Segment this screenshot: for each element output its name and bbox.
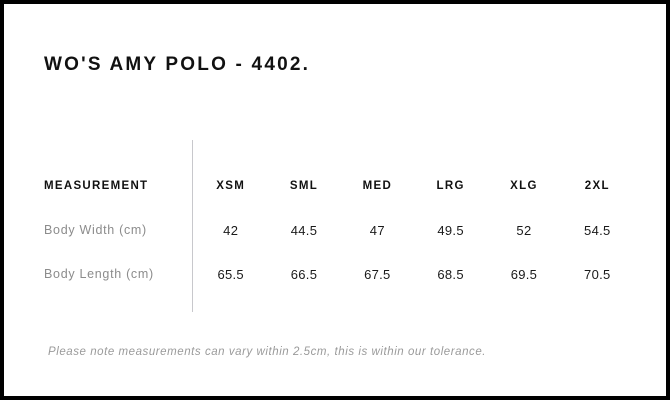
table-header-row: MEASUREMENT XSM SML MED LRG XLG 2XL <box>44 164 634 208</box>
table-row: Body Length (cm) 65.5 66.5 67.5 68.5 69.… <box>44 252 634 296</box>
row-label-body-length: Body Length (cm) <box>44 267 154 281</box>
cell-body-length-xlg: 69.5 <box>510 266 538 282</box>
cell-body-width-med: 47 <box>369 222 385 238</box>
size-chart-table: MEASUREMENT XSM SML MED LRG XLG 2XL Body… <box>44 164 634 296</box>
table-body: Body Width (cm) 42 44.5 47 49.5 52 54.5 … <box>44 208 634 296</box>
column-header-med: MED <box>362 180 393 192</box>
cell-body-length-lrg: 68.5 <box>437 266 464 282</box>
cell-body-width-xlg: 52 <box>516 222 532 238</box>
cell-body-length-xsm: 65.5 <box>217 266 244 282</box>
cell-body-length-med: 67.5 <box>364 266 391 282</box>
page-title: WO'S AMY POLO - 4402. <box>44 54 311 75</box>
tolerance-note: Please note measurements can vary within… <box>48 346 487 358</box>
cell-body-width-sml: 44.5 <box>290 222 318 238</box>
table-row: Body Width (cm) 42 44.5 47 49.5 52 54.5 <box>44 208 634 252</box>
cell-body-width-lrg: 49.5 <box>437 222 464 238</box>
cell-body-width-2xl: 54.5 <box>584 222 611 238</box>
column-header-2xl: 2XL <box>584 180 610 192</box>
column-header-xsm: XSM <box>216 180 246 192</box>
table-header: MEASUREMENT XSM SML MED LRG XLG 2XL <box>44 164 634 208</box>
column-header-measurement: MEASUREMENT <box>44 180 149 192</box>
table-column-divider <box>192 140 193 312</box>
cell-body-length-sml: 66.5 <box>290 266 318 282</box>
column-header-sml: SML <box>289 180 319 192</box>
column-header-lrg: LRG <box>436 180 465 192</box>
cell-body-length-2xl: 70.5 <box>584 266 611 282</box>
column-header-xlg: XLG <box>510 180 538 192</box>
row-label-body-width: Body Width (cm) <box>44 223 147 237</box>
cell-body-width-xsm: 42 <box>223 222 239 238</box>
